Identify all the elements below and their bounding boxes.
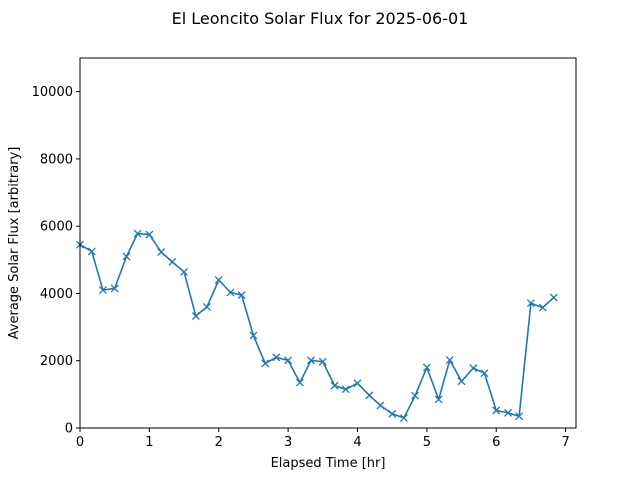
data-point — [330, 381, 339, 390]
x-tick-label: 2 — [215, 435, 223, 450]
data-point — [249, 331, 258, 340]
x-tick-label: 0 — [76, 435, 84, 450]
data-point — [376, 401, 385, 410]
data-point — [145, 230, 154, 239]
data-point — [98, 286, 107, 295]
data-point — [191, 312, 200, 320]
data-point — [133, 229, 142, 238]
data-point — [434, 395, 443, 404]
data-point — [295, 378, 304, 387]
data-point — [157, 248, 166, 257]
data-point — [480, 369, 489, 378]
data-point — [202, 302, 211, 311]
ticks-layer: 0 1 2 3 4 5 6 7 0 2000 4000 6000 8000 10000 — [32, 85, 570, 450]
data-point — [526, 299, 535, 308]
data-point — [307, 356, 315, 365]
data-point — [469, 364, 478, 373]
data-point — [122, 252, 131, 261]
data-point — [226, 288, 235, 297]
data-point — [457, 377, 466, 386]
y-tick-label: 2000 — [40, 354, 73, 369]
series-line — [79, 232, 555, 419]
data-point — [214, 276, 223, 284]
data-point — [272, 353, 281, 362]
data-point — [353, 379, 362, 388]
data-point — [445, 356, 454, 365]
data-point — [365, 391, 374, 400]
x-axis-label: Elapsed Time [hr] — [271, 456, 386, 471]
y-tick-label: 6000 — [40, 220, 73, 235]
x-tick-label: 7 — [561, 435, 569, 450]
x-tick-label: 5 — [423, 435, 431, 450]
data-point — [388, 409, 397, 418]
data-point — [422, 363, 431, 372]
data-point — [318, 357, 327, 366]
data-point — [504, 408, 512, 417]
data-point — [110, 284, 119, 293]
data-point — [400, 413, 408, 422]
plot-frame — [79, 57, 577, 429]
x-tick-label: 4 — [353, 435, 361, 450]
chart-title: El Leoncito Solar Flux for 2025-06-01 — [172, 9, 469, 28]
data-point — [261, 359, 270, 368]
data-point — [87, 247, 96, 256]
x-tick-label: 3 — [284, 435, 292, 450]
plot-layer — [76, 229, 558, 422]
data-point — [237, 291, 246, 300]
data-point — [180, 267, 189, 276]
y-tick-label: 4000 — [40, 287, 73, 302]
x-tick-label: 1 — [145, 435, 153, 450]
y-tick-label: 10000 — [32, 85, 73, 100]
data-point — [284, 356, 293, 365]
data-point — [492, 406, 501, 415]
y-tick-label: 0 — [65, 422, 73, 437]
data-point — [168, 257, 177, 266]
data-point — [538, 303, 547, 312]
data-point — [549, 293, 558, 302]
data-point — [411, 391, 420, 400]
data-point — [341, 385, 350, 394]
y-tick-label: 8000 — [40, 152, 73, 167]
x-tick-label: 6 — [492, 435, 500, 450]
y-axis-label: Average Solar Flux [arbitrary] — [7, 147, 22, 340]
data-point — [515, 412, 524, 421]
